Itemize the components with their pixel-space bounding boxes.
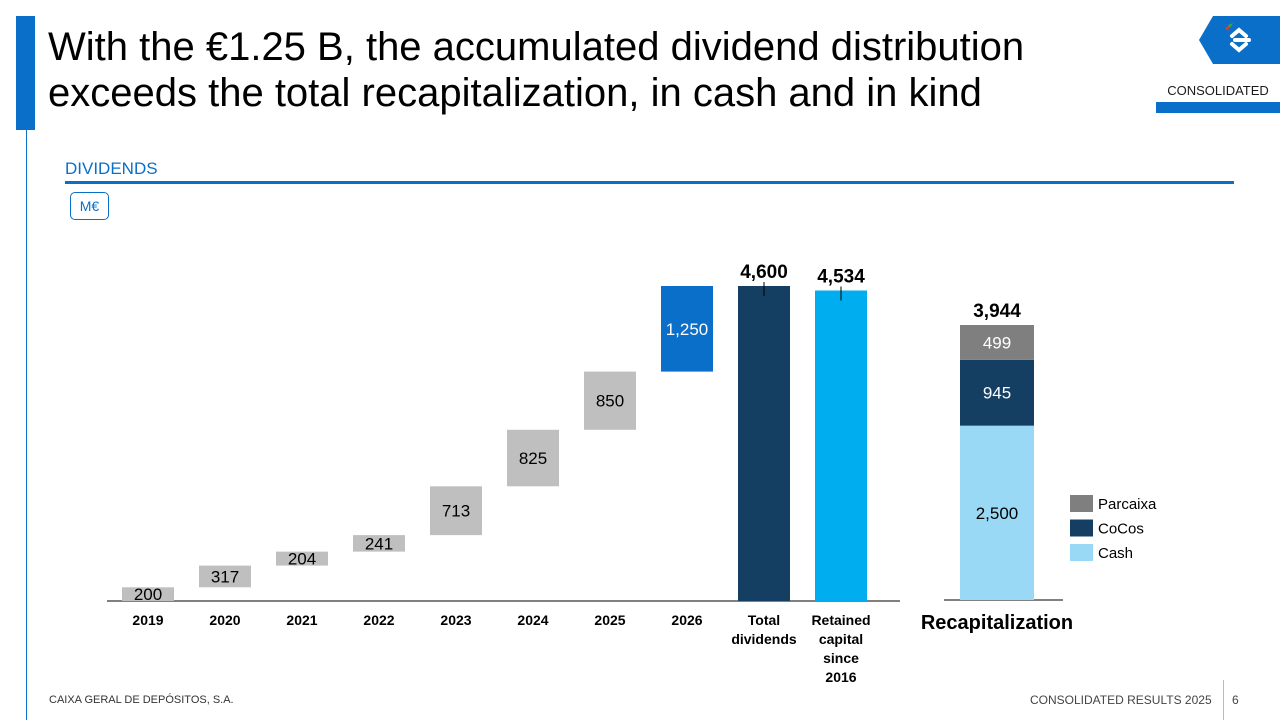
waterfall-bar-retained-capital-since-2016 (815, 290, 867, 601)
data-label-2024: 825 (519, 449, 547, 468)
x-tick-label-retained-capital-since-2016-4: 2016 (825, 669, 856, 685)
footer-report: CONSOLIDATED RESULTS 2025 (1030, 693, 1212, 707)
waterfall-bar-2021 (276, 551, 328, 566)
scope-tag: CONSOLIDATED (1167, 83, 1269, 98)
slide-title-line-2: exceeds the total recapitalization, in c… (48, 71, 982, 115)
data-label-2021: 204 (288, 550, 316, 569)
x-tick-label-2022: 2022 (363, 612, 394, 628)
slide-title-line-1: With the €1.25 B, the accumulated divide… (48, 25, 1025, 69)
waterfall-bar-2024 (507, 429, 559, 487)
recap-category-label: Recapitalization (921, 612, 1073, 634)
unit-badge: M€ (70, 192, 109, 220)
legend-swatch-parcaixa (1070, 495, 1093, 512)
recap-segment-cash (960, 425, 1034, 600)
x-tick-label-2023: 2023 (440, 612, 471, 628)
waterfall-bar-2026 (661, 286, 713, 372)
data-label-total-dividends: 4,600 (740, 262, 788, 283)
legend-label-cocos: CoCos (1098, 521, 1144, 538)
legend-label-parcaixa: Parcaixa (1098, 496, 1157, 513)
data-label-2025: 850 (596, 392, 624, 411)
data-label-2019: 200 (134, 585, 162, 604)
page-number: 6 (1232, 693, 1239, 707)
x-tick-label-total-dividends-1: Total (748, 612, 780, 628)
recap-segment-parcaixa (960, 325, 1034, 360)
x-tick-label-2019: 2019 (132, 612, 163, 628)
recap-label-parcaixa: 499 (983, 333, 1011, 352)
cgd-logo-icon (1199, 16, 1280, 64)
x-tick-label-retained-capital-since-2016-1: Retained (811, 612, 870, 628)
recap-label-cocos: 945 (983, 384, 1011, 403)
data-label-2020: 317 (211, 567, 239, 586)
waterfall-bar-2022 (353, 535, 405, 552)
x-tick-label-total-dividends-2: dividends (731, 631, 797, 647)
section-rule (65, 181, 1234, 184)
title-accent-bar (16, 16, 35, 130)
legend-swatch-cash (1070, 544, 1093, 561)
data-label-2022: 241 (365, 534, 393, 553)
waterfall-bar-2019 (122, 587, 174, 601)
x-tick-label-retained-capital-since-2016-2: capital (819, 631, 863, 647)
x-tick-label-2024: 2024 (517, 612, 548, 628)
recap-total-label: 3,944 (973, 301, 1021, 322)
left-margin-rule (26, 130, 27, 720)
x-tick-label-2026: 2026 (671, 612, 702, 628)
legend-swatch-cocos (1070, 519, 1093, 537)
x-tick-label-2025: 2025 (594, 612, 625, 628)
legend-label-cash: Cash (1098, 545, 1133, 562)
slide-title: With the €1.25 B, the accumulated divide… (48, 24, 1168, 116)
x-tick-label-retained-capital-since-2016-3: since (823, 650, 859, 666)
section-title: DIVIDENDS (65, 159, 158, 178)
data-label-retained-capital-since-2016: 4,534 (817, 267, 865, 288)
waterfall-bar-2023 (430, 486, 482, 536)
waterfall-bar-2025 (584, 371, 636, 430)
scope-tag-bar (1156, 102, 1280, 113)
recap-label-cash: 2,500 (976, 504, 1019, 523)
data-label-2023: 713 (442, 502, 470, 521)
footer-divider (1223, 680, 1224, 720)
x-tick-label-2020: 2020 (209, 612, 240, 628)
data-label-2026: 1,250 (666, 320, 709, 339)
waterfall-bar-total-dividends (738, 286, 790, 601)
waterfall-bar-2020 (199, 565, 251, 588)
footer-company: CAIXA GERAL DE DEPÓSITOS, S.A. (49, 694, 234, 706)
recap-segment-cocos (960, 359, 1034, 426)
x-tick-label-2021: 2021 (286, 612, 317, 628)
